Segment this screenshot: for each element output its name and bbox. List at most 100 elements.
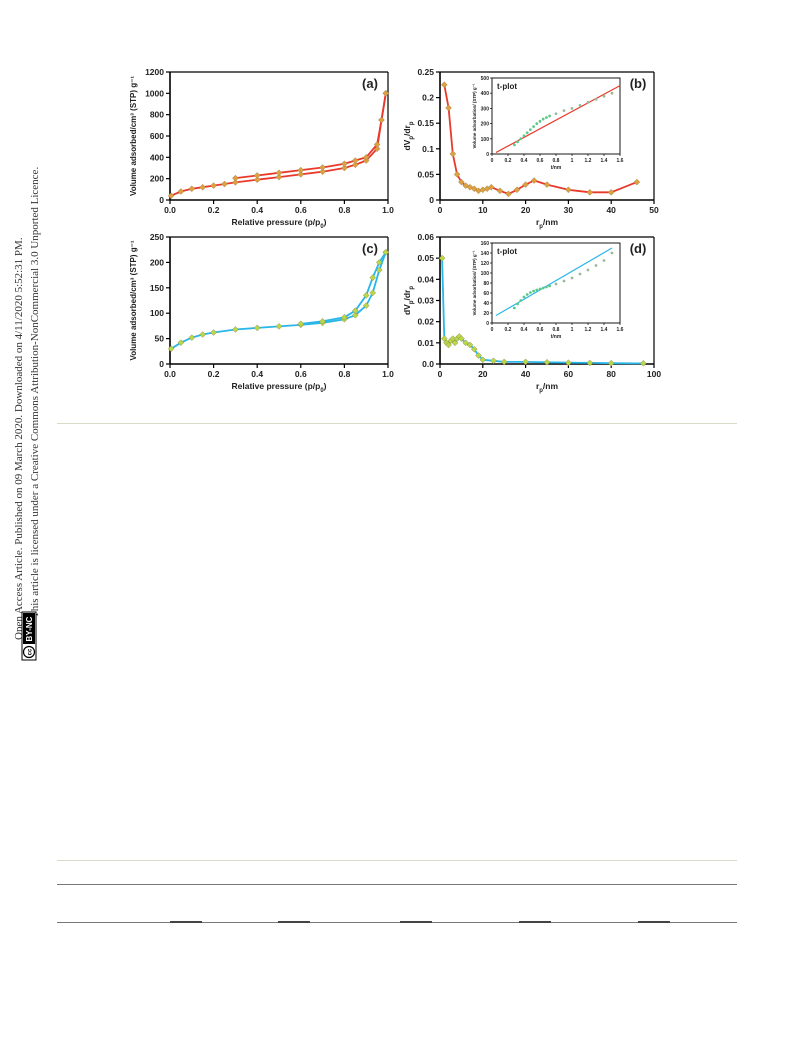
inset-scatter-point <box>513 306 516 310</box>
data-point <box>369 289 377 297</box>
data-point <box>352 307 359 314</box>
data-point <box>522 181 529 188</box>
tplot-inset: 0 0.2 0.4 0.6 0.8 1 1.2 1.4 1.6 0 20 40 60 80 100 120 14… <box>470 241 628 341</box>
inset-x-label: t/nm <box>551 334 562 340</box>
inset-x-tick-label: 1.2 <box>585 158 592 164</box>
inset-scatter-point <box>545 285 548 289</box>
x-axis-label-part: Relative pressure (p/p <box>232 381 321 391</box>
data-point <box>341 160 348 168</box>
inset-scatter-point <box>541 286 545 290</box>
y-tick-label: 150 <box>150 283 164 293</box>
y-tick-label: 100 <box>150 308 164 318</box>
data-point <box>530 177 538 184</box>
panel-label: (b) <box>630 76 647 91</box>
data-point <box>375 259 383 266</box>
data-point <box>633 178 641 186</box>
inset-x-label: t/nm <box>551 165 562 171</box>
inset-scatter-point <box>538 287 542 291</box>
x-axis-label-part: /nm <box>543 217 559 227</box>
x-tick-label: 1.0 <box>382 205 394 215</box>
inset-x-tick-label: 0 <box>491 327 494 333</box>
y-axis-label-part: p <box>409 286 415 290</box>
inset-scatter-point <box>519 299 523 302</box>
data-point <box>505 190 512 198</box>
x-axis-label: Relative pressure (p/p0) <box>232 217 327 230</box>
y-tick-label: 0.02 <box>417 317 434 327</box>
side-notice-line2: This article is licensed under a Creativ… <box>29 167 41 618</box>
inset-scatter-point <box>548 114 551 118</box>
data-point <box>445 341 452 349</box>
x-tick-label: 1.0 <box>382 369 394 379</box>
inset-x-tick-label: 0.2 <box>505 327 512 333</box>
tplot-inset: 0 0.2 0.4 0.6 0.8 1 1.2 1.4 1.6 0 100 200 300 400 500 t… <box>470 76 628 172</box>
inset-scatter-point <box>570 276 574 280</box>
data-point <box>490 357 497 365</box>
inset-scatter-point <box>562 109 566 113</box>
y-tick-label: 0.01 <box>417 338 434 348</box>
data-point <box>565 359 572 367</box>
x-axis-label-part: r <box>536 217 540 227</box>
inset-scatter-point <box>578 103 582 107</box>
data-point <box>440 335 448 342</box>
inset-x-tick-label: 1.6 <box>617 158 624 164</box>
y-tick-label: 0.2 <box>422 93 434 103</box>
inset-x-tick-label: 0.4 <box>521 327 528 333</box>
data-point <box>275 169 283 177</box>
data-point <box>543 359 551 366</box>
data-point <box>232 179 239 186</box>
chart-panel-2: 0.0 0.2 0.4 0.6 0.8 1.0 0 50 100 150 200 250 (c) Rela… <box>129 232 394 394</box>
inset-title: t-plot <box>497 82 517 91</box>
table-column-marker <box>400 921 432 923</box>
cc-icon <box>22 645 36 659</box>
x-tick-label: 40 <box>521 369 531 379</box>
data-point <box>352 161 359 169</box>
x-axis-label: Relative pressure (p/p0) <box>232 381 327 394</box>
inset-x-tick-label: 1.2 <box>585 327 592 333</box>
inset-scatter-point <box>522 134 526 138</box>
data-point <box>253 172 261 179</box>
inset-background <box>470 241 628 341</box>
y-axis-label-part: p <box>409 136 415 140</box>
inset-x-tick-label: 0.6 <box>537 327 544 333</box>
x-axis-label-part: /nm <box>543 381 559 391</box>
data-point <box>378 116 385 124</box>
data-point <box>297 166 305 174</box>
chart-panel-0: 0.0 0.2 0.4 0.6 0.8 1.0 0 200 400 600 800 1000 1200 (… <box>129 67 394 230</box>
table-column-marker <box>278 921 310 923</box>
x-axis-label-part: p <box>539 388 543 394</box>
data-point <box>466 341 474 349</box>
data-point <box>319 318 326 325</box>
inset-x-tick-label: 0.6 <box>537 158 544 164</box>
y-axis-label-part: dV <box>402 304 412 315</box>
data-point <box>188 185 196 193</box>
y-tick-label: 0 <box>159 359 164 369</box>
inset-scatter-point <box>535 122 539 125</box>
data-point <box>438 254 446 262</box>
cc-license-badge[interactable]: cc BY-NC <box>21 611 37 661</box>
x-tick-label: 0 <box>438 205 443 215</box>
data-point <box>232 174 239 182</box>
x-axis-label: rp/nm <box>536 381 559 394</box>
table-column-marker <box>519 921 551 923</box>
y-axis-label: dVp/drp <box>402 286 415 315</box>
y-tick-label: 0 <box>159 195 164 205</box>
x-tick-label: 0.8 <box>338 205 350 215</box>
inset-y-tick-label: 40 <box>483 301 489 307</box>
x-tick-label: 0.8 <box>338 369 350 379</box>
data-point <box>382 90 390 97</box>
inset-y-tick-label: 160 <box>481 241 490 247</box>
y-tick-label: 200 <box>150 174 164 184</box>
y-tick-label: 50 <box>155 334 165 344</box>
y-tick-label: 250 <box>150 232 164 242</box>
table-column-marker <box>638 921 670 923</box>
data-point <box>199 331 206 338</box>
data-point <box>475 352 482 359</box>
data-point <box>369 274 377 281</box>
data-point <box>177 188 185 195</box>
chart-panel-1: 0 10 20 30 40 5000.050.10.150.20.25(b)rp/nmdV… <box>402 67 659 230</box>
data-point <box>462 339 469 347</box>
inset-scatter-point <box>541 117 545 121</box>
table-column-marker <box>170 921 202 923</box>
x-tick-label: 20 <box>521 205 531 215</box>
inset-x-tick-label: 0.8 <box>553 158 560 164</box>
